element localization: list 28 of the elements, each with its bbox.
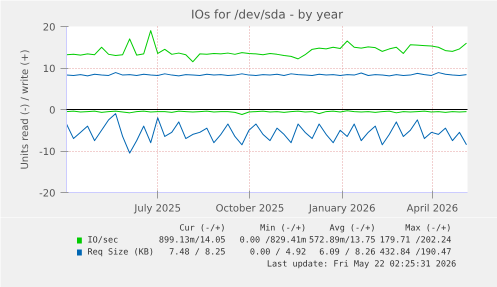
text: Min (-/+) [260, 224, 306, 234]
line-series [66, 113, 467, 154]
legend-label: IO/sec [87, 236, 118, 246]
text: Cur (-/+) [179, 224, 226, 234]
text: 179.71 /202.24 [380, 236, 452, 246]
y-tick-label: -20 [39, 188, 56, 200]
y-tick-label: 0 [49, 106, 56, 116]
text: 6.09 / 8.26 [319, 248, 376, 258]
y-axis-title: Units read (-) / write (+) [20, 49, 32, 170]
x-tick-label: January 2026 [308, 204, 376, 214]
text: 0.00 /829.41m [240, 236, 306, 246]
text: Last update: Fri May 22 02:25:31 2026 [266, 260, 456, 270]
text: Max (-/+) [405, 224, 452, 234]
y-tick-label: 10 [42, 64, 56, 75]
text: 432.84 /190.47 [380, 248, 452, 258]
text: 572.89m/13.75 [308, 236, 376, 246]
x-tick-label: April 2026 [406, 204, 458, 214]
y-tick-label: 20 [42, 22, 56, 34]
chart-title: IOs for /dev/sda - by year [190, 8, 344, 22]
text: 7.48 / 8.25 [169, 248, 226, 258]
x-tick-label: October 2025 [216, 204, 284, 214]
text: 0.00 / 4.92 [250, 248, 306, 258]
y-tick-label: -10 [39, 147, 56, 158]
text: Avg (-/+) [329, 224, 376, 234]
legend-label: Req Size (KB) [87, 248, 154, 258]
x-tick-label: July 2025 [133, 204, 182, 214]
text: 899.13m/14.05 [158, 236, 226, 246]
line-series [66, 30, 467, 62]
